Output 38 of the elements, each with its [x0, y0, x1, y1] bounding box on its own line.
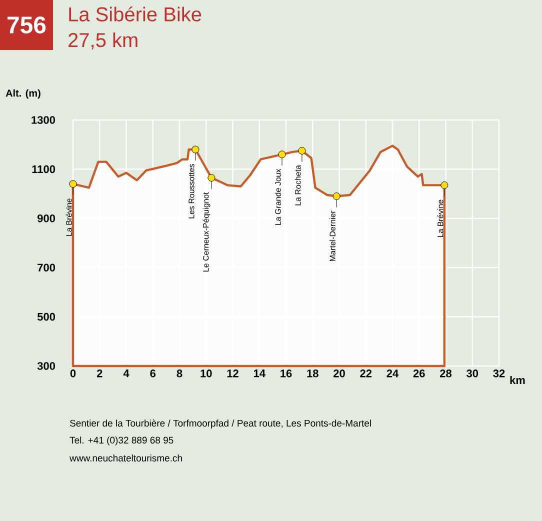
x-tick-label: 24	[386, 370, 399, 378]
x-tick-label: 16	[280, 370, 292, 378]
chart-title: La Sibérie Bike	[69, 6, 202, 22]
x-tick-label: 10	[200, 370, 212, 378]
annotation: Les Roussottes	[188, 164, 194, 218]
x-tick-label: 22	[360, 370, 372, 378]
x-tick-label: 18	[307, 370, 318, 378]
x-tick-label: 28	[440, 370, 452, 378]
y-tick-label: 1300	[32, 116, 56, 124]
annotation: La Rocheta	[294, 165, 301, 206]
x-tick-label: 4	[123, 370, 130, 378]
x-axis-title: km	[510, 376, 525, 384]
y-tick-label: 1100	[32, 165, 56, 174]
annotation: La Brévine	[66, 198, 72, 236]
annotation: Le Cerneux-Péquignot	[202, 192, 210, 272]
x-tick-label: 20	[334, 370, 345, 378]
x-tick-label: 26	[413, 370, 425, 378]
y-tick-label: 900	[37, 214, 56, 222]
text: Sentier de la Tourbière / Torfmoorpfad / Peat route, Les Ponts-de-Martel	[70, 420, 371, 428]
y-tick-label: 300	[37, 362, 56, 370]
x-tick-label: 8	[176, 370, 182, 378]
annotation: La Grande Joux	[274, 168, 281, 225]
x-tick-label: 0	[70, 370, 76, 378]
text: 756	[8, 16, 46, 34]
y-axis-title: Alt. (m)	[6, 89, 40, 99]
x-tick-label: 30	[466, 370, 478, 378]
x-tick-label: 32	[493, 370, 505, 378]
annotation: Martel-Dernier	[330, 210, 336, 261]
x-tick-label: 6	[150, 370, 156, 378]
chart-subtitle: 27,5 km	[68, 32, 138, 50]
text: Tel. +41 (0)32 889 68 95	[70, 436, 174, 446]
x-tick-label: 14	[254, 370, 266, 378]
x-tick-label: 2	[96, 370, 102, 378]
y-tick-label: 700	[38, 264, 56, 272]
text: www.neuchateltourisme.ch	[70, 454, 182, 462]
y-tick-label: 500	[37, 312, 56, 321]
annotation: La Brévine	[437, 200, 444, 238]
x-tick-label: 12	[227, 370, 238, 378]
